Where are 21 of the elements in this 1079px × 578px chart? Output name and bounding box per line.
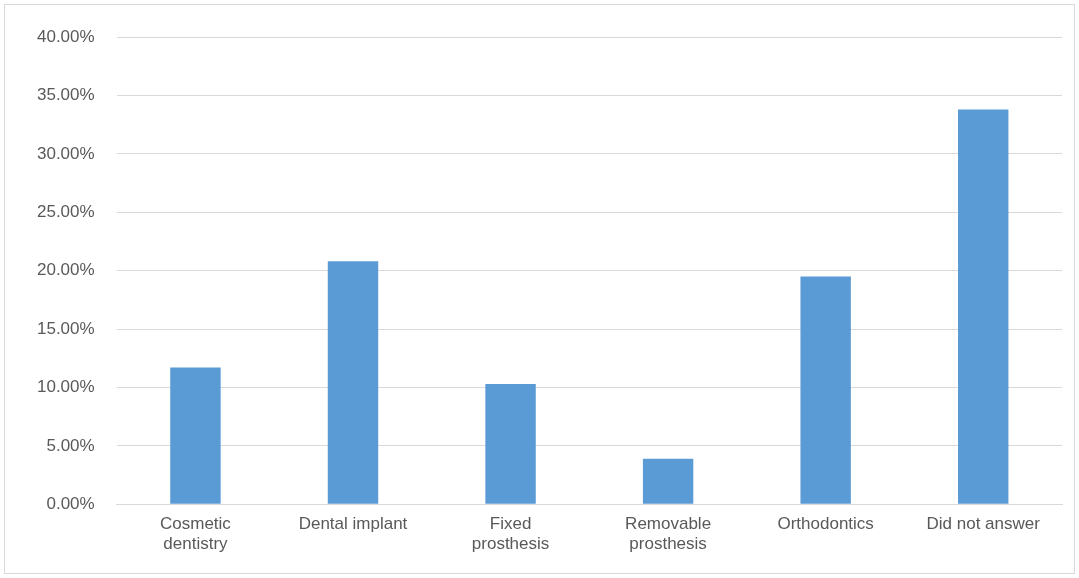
y-tick-label: 5.00% [46,435,95,455]
x-tick-label: Cosmetic dentistry [160,514,232,554]
y-tick-label: 20.00% [36,260,95,280]
bar [327,261,379,504]
x-tick-label: Orthodontics [777,514,874,534]
bar [958,109,1009,504]
y-tick-label: 10.00% [36,377,95,397]
bar [642,458,694,504]
y-tick-label: 30.00% [36,143,95,163]
x-tick-label: Dental implant [298,514,408,534]
x-tick-label: Fixed prosthesis [471,514,550,554]
y-tick-label: 25.00% [36,202,95,222]
y-tick-label: 0.00% [46,493,95,513]
bar [170,367,221,504]
y-tick-label: 35.00% [36,85,95,105]
y-tick-label: 40.00% [36,26,95,46]
x-tick-label: Did not answer [926,514,1041,534]
bar [485,383,536,504]
bar [800,276,851,504]
y-tick-label: 15.00% [36,318,95,338]
x-tick-label: Removable prosthesis [625,514,712,554]
